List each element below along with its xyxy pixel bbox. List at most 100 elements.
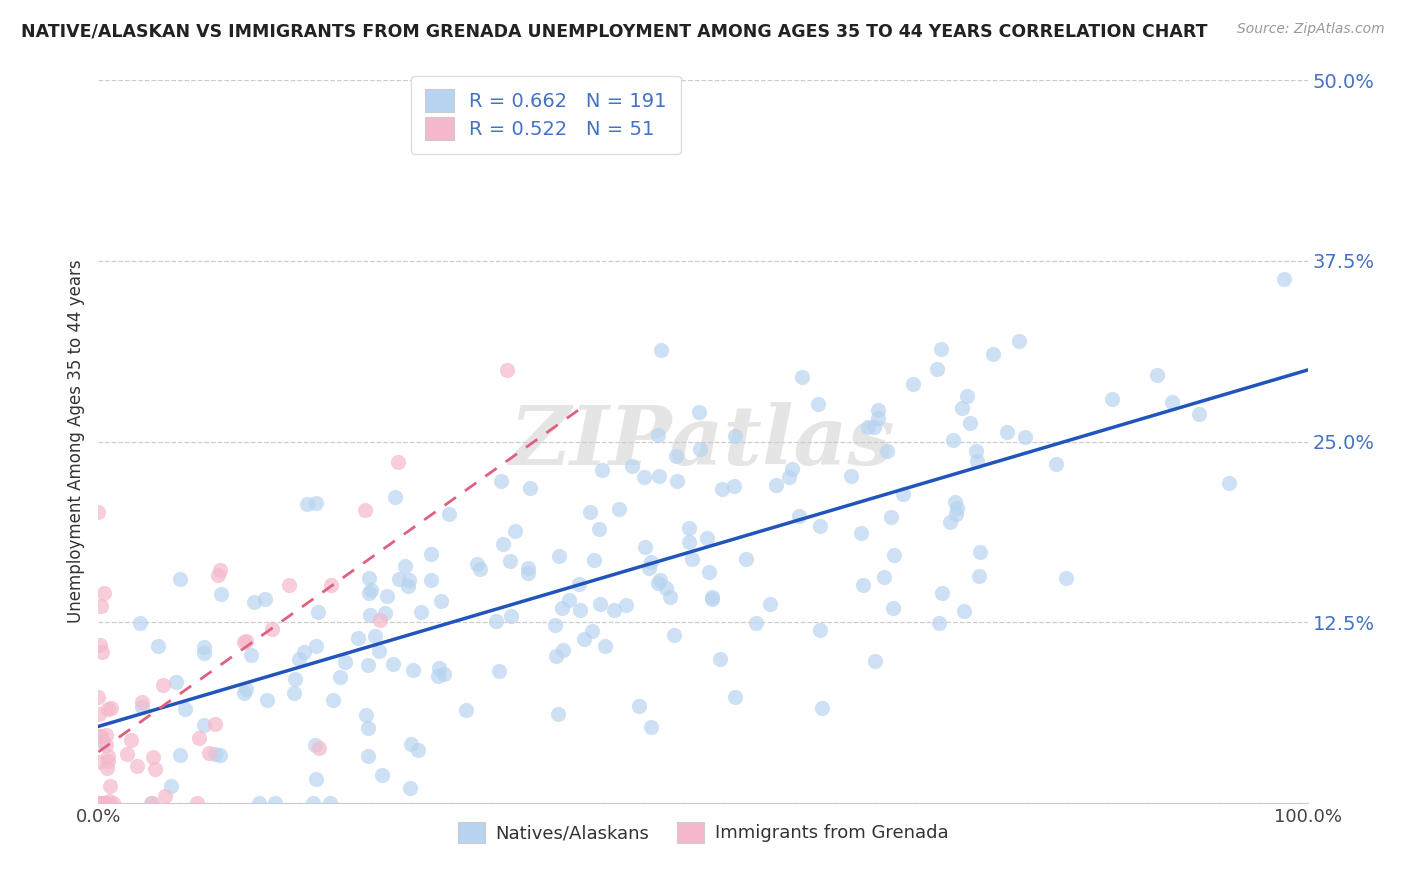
Point <box>939 515 962 529</box>
Point <box>638 561 661 575</box>
Point <box>398 573 420 587</box>
Point <box>359 586 381 600</box>
Point <box>288 652 311 666</box>
Point <box>1272 272 1295 286</box>
Point <box>209 563 232 577</box>
Point <box>96 761 118 775</box>
Point <box>925 362 948 376</box>
Point <box>409 606 432 620</box>
Point <box>808 519 831 533</box>
Point <box>572 632 595 646</box>
Point <box>929 342 952 356</box>
Point <box>688 405 710 419</box>
Point <box>931 586 953 600</box>
Point <box>697 566 720 580</box>
Text: Source: ZipAtlas.com: Source: ZipAtlas.com <box>1237 22 1385 37</box>
Point <box>420 573 443 587</box>
Point <box>93 586 115 600</box>
Point <box>97 755 120 769</box>
Point <box>723 479 745 493</box>
Point <box>648 573 671 587</box>
Point <box>193 646 215 660</box>
Point <box>253 592 276 607</box>
Point <box>603 602 626 616</box>
Point <box>778 469 800 483</box>
Point <box>357 748 380 763</box>
Point <box>849 525 872 540</box>
Point <box>981 346 1004 360</box>
Point <box>186 796 208 810</box>
Point <box>485 615 508 629</box>
Point <box>97 702 120 716</box>
Point <box>583 553 606 567</box>
Point <box>243 595 266 609</box>
Point <box>284 672 307 686</box>
Point <box>593 639 616 653</box>
Point <box>1014 430 1036 444</box>
Point <box>496 363 519 377</box>
Point <box>640 555 662 569</box>
Point <box>89 729 111 743</box>
Point <box>278 578 301 592</box>
Point <box>247 796 270 810</box>
Point <box>319 796 342 810</box>
Text: NATIVE/ALASKAN VS IMMIGRANTS FROM GRENADA UNEMPLOYMENT AMONG AGES 35 TO 44 YEARS: NATIVE/ALASKAN VS IMMIGRANTS FROM GRENAD… <box>21 22 1208 40</box>
Point <box>174 702 197 716</box>
Point <box>581 624 603 639</box>
Point <box>427 669 450 683</box>
Point <box>1188 407 1211 421</box>
Point <box>868 411 890 425</box>
Point <box>956 389 979 403</box>
Point <box>492 537 515 551</box>
Point <box>744 616 766 631</box>
Point <box>165 675 187 690</box>
Point <box>589 598 612 612</box>
Point <box>100 701 122 715</box>
Point <box>360 583 382 598</box>
Point <box>260 623 283 637</box>
Point <box>852 578 875 592</box>
Point <box>256 692 278 706</box>
Point <box>204 717 226 731</box>
Point <box>551 643 574 657</box>
Point <box>87 506 110 520</box>
Point <box>633 469 655 483</box>
Point <box>398 780 420 795</box>
Point <box>1054 571 1077 585</box>
Point <box>516 566 538 581</box>
Point <box>308 740 330 755</box>
Point <box>131 695 153 709</box>
Point <box>711 483 734 497</box>
Point <box>696 531 718 545</box>
Point <box>94 728 117 742</box>
Point <box>628 698 651 713</box>
Point <box>943 495 966 509</box>
Point <box>709 652 731 666</box>
Point <box>374 606 396 620</box>
Point <box>368 643 391 657</box>
Point <box>187 731 209 745</box>
Point <box>969 544 991 558</box>
Point <box>353 503 375 517</box>
Point <box>263 796 285 810</box>
Point <box>489 474 512 488</box>
Point <box>381 657 404 672</box>
Point <box>232 634 254 648</box>
Point <box>879 509 901 524</box>
Point <box>873 570 896 584</box>
Point <box>333 655 356 669</box>
Point <box>647 428 669 442</box>
Point <box>882 601 904 615</box>
Point <box>408 742 430 756</box>
Point <box>950 401 973 416</box>
Point <box>396 579 419 593</box>
Point <box>141 796 163 810</box>
Point <box>346 632 368 646</box>
Point <box>787 508 810 523</box>
Point <box>516 560 538 574</box>
Point <box>283 686 305 700</box>
Point <box>87 756 110 770</box>
Point <box>568 576 591 591</box>
Point <box>115 747 138 761</box>
Point <box>357 658 380 673</box>
